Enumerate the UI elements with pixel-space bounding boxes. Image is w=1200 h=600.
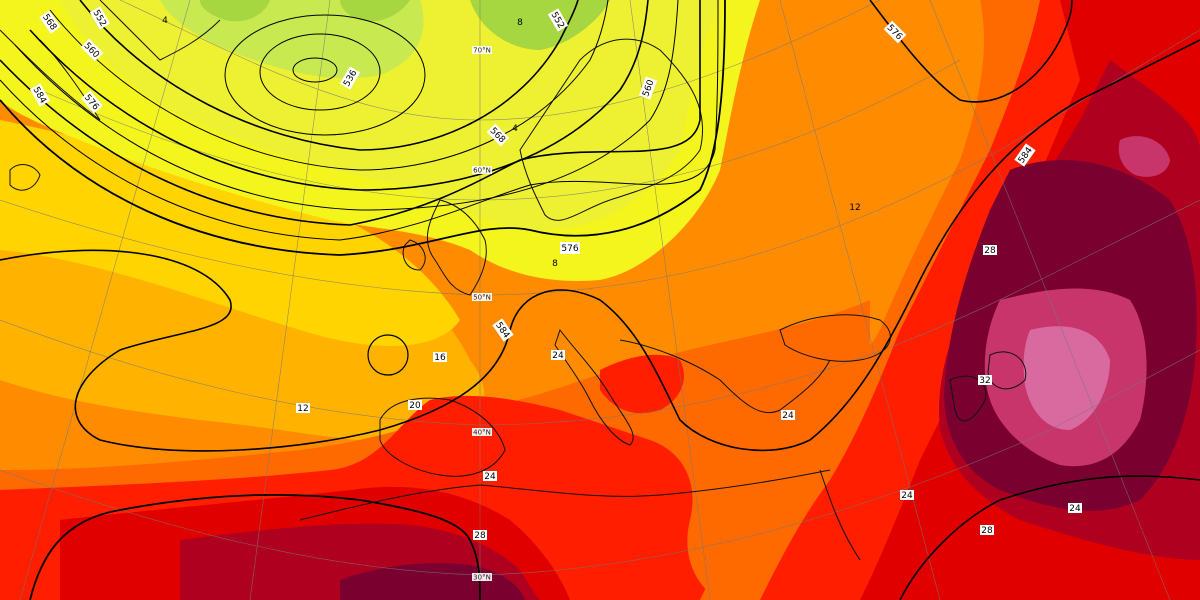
temperature-label: 24 — [901, 491, 913, 501]
low-center-536 — [292, 57, 338, 83]
latitude-label-group: 70°N 60°N 50°N 40°N 30°N — [472, 46, 492, 582]
contour-548 — [224, 14, 426, 136]
geopotential-label: 576 — [561, 244, 578, 254]
greenland-coast — [0, 0, 221, 121]
contour-544 — [259, 33, 381, 111]
balkan-red — [600, 354, 684, 414]
temperature-label: 8 — [552, 259, 558, 269]
black-sea-coast — [779, 314, 891, 362]
temperature-label: 16 — [434, 353, 446, 363]
latitude-label: 30°N — [473, 574, 491, 582]
contour-small-ring — [367, 334, 409, 376]
red-sea-coast — [819, 469, 861, 561]
latitude-label: 40°N — [473, 429, 491, 437]
temperature-label: 24 — [552, 351, 564, 361]
temperature-label: 20 — [409, 401, 421, 411]
temperature-label: 24 — [1069, 504, 1081, 514]
green-patch-east — [470, 0, 610, 50]
contour-564 — [14, 0, 679, 211]
temperature-label: 8 — [517, 18, 523, 28]
temperature-label: 28 — [984, 246, 996, 256]
caspian-coast — [949, 375, 987, 422]
scandinavia-coast — [519, 38, 704, 221]
temperature-label: 24 — [782, 411, 794, 421]
contour-576 — [0, 0, 726, 256]
north-africa-coast — [299, 469, 831, 521]
italy-coast — [554, 328, 634, 446]
green-patch-arctic — [340, 0, 410, 22]
temperature-label: 12 — [297, 404, 308, 414]
temperature-label: 28 — [981, 526, 993, 536]
temperature-label: 12 — [849, 203, 860, 213]
temperature-label: 32 — [979, 376, 990, 386]
iberia-coast — [379, 397, 506, 477]
north-light-yellow — [60, 0, 720, 230]
east-pink — [1023, 326, 1110, 430]
contour-556 — [49, 0, 609, 171]
temperature-label: 28 — [474, 531, 486, 541]
temperature-label: 24 — [484, 472, 496, 482]
contour-560 — [29, 0, 649, 191]
balkans-coast — [619, 339, 831, 414]
east-magenta-north — [1118, 136, 1170, 177]
latitude-label: 50°N — [473, 294, 491, 302]
contour-568 — [0, 0, 701, 226]
temperature-label-group: 16 12 20 24 28 24 32 24 28 24 24 28 8 4 … — [162, 16, 1082, 541]
temperature-label: 4 — [512, 124, 518, 134]
latitude-label: 60°N — [473, 167, 491, 175]
contour-572 — [0, 0, 719, 241]
contour-south-low — [29, 493, 481, 600]
atlantic-yellow-orange — [0, 120, 460, 347]
iceland-coast — [9, 164, 41, 191]
temperature-label: 4 — [162, 16, 168, 26]
contour-576-east — [869, 0, 1073, 103]
contour-east-high — [899, 475, 1200, 600]
green-patch-greenland — [200, 0, 270, 22]
latitude-label: 70°N — [473, 47, 491, 55]
contour-584 — [0, 39, 1200, 452]
contour-552 — [79, 0, 579, 151]
